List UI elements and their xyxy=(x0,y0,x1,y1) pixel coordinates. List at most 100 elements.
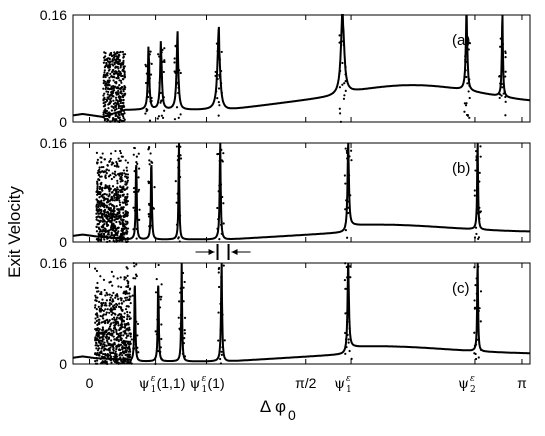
data-point xyxy=(148,77,151,80)
data-point xyxy=(217,87,221,90)
data-point xyxy=(220,302,224,305)
data-point xyxy=(123,215,127,218)
y-tick-label: 0.16 xyxy=(40,255,67,271)
data-point xyxy=(160,73,163,76)
data-point xyxy=(111,91,115,95)
data-point xyxy=(121,354,124,357)
data-point xyxy=(109,152,113,155)
data-point xyxy=(117,236,120,240)
data-point xyxy=(99,307,103,310)
data-point xyxy=(96,171,99,175)
data-point xyxy=(477,309,480,313)
data-point xyxy=(108,229,111,232)
data-point xyxy=(113,193,116,196)
data-point xyxy=(114,53,117,56)
data-point xyxy=(119,66,122,69)
data-point xyxy=(97,192,100,196)
data-point xyxy=(108,203,111,206)
data-point xyxy=(120,299,123,302)
data-point xyxy=(175,201,178,204)
data-point xyxy=(179,287,182,290)
data-point xyxy=(113,55,116,58)
data-point xyxy=(500,64,504,67)
data-point xyxy=(96,281,99,285)
data-point xyxy=(338,107,341,110)
data-point xyxy=(137,188,141,191)
data-point xyxy=(106,83,110,86)
data-point xyxy=(108,311,111,314)
series-curve xyxy=(72,14,530,118)
data-point xyxy=(136,346,139,349)
data-point xyxy=(147,213,150,216)
data-point xyxy=(95,205,98,208)
data-point xyxy=(109,351,113,354)
data-point xyxy=(183,329,186,332)
data-point xyxy=(96,344,99,347)
data-point xyxy=(178,169,181,172)
data-point xyxy=(99,344,102,347)
data-point xyxy=(121,120,125,123)
data-point xyxy=(127,350,130,353)
data-point xyxy=(116,227,119,230)
data-point xyxy=(150,96,153,100)
data-point xyxy=(121,346,124,349)
data-point xyxy=(116,186,119,189)
data-point xyxy=(106,96,109,99)
data-point xyxy=(119,338,122,341)
x-axis-label: Δ φ 0 xyxy=(260,397,296,423)
data-point xyxy=(114,227,117,230)
data-point xyxy=(346,157,349,160)
data-point xyxy=(214,74,217,77)
data-point xyxy=(113,338,116,341)
data-point xyxy=(479,145,482,148)
data-point xyxy=(119,185,122,189)
data-point xyxy=(95,319,98,323)
data-point xyxy=(103,210,106,213)
data-point xyxy=(122,316,126,319)
data-point xyxy=(123,86,126,89)
data-point xyxy=(111,172,114,175)
data-point xyxy=(465,102,468,105)
data-point xyxy=(135,227,138,231)
data-point xyxy=(119,214,122,217)
data-point xyxy=(123,340,126,343)
data-point xyxy=(117,285,120,288)
data-point xyxy=(112,90,115,93)
data-point xyxy=(499,45,502,48)
x-tick-symbol: ψ xyxy=(334,376,345,392)
data-point xyxy=(344,331,347,335)
data-point xyxy=(102,219,106,222)
data-point xyxy=(105,304,108,307)
data-point xyxy=(101,186,104,190)
data-point xyxy=(147,148,150,151)
data-point xyxy=(119,222,122,226)
data-point xyxy=(133,330,136,333)
data-point xyxy=(119,286,123,289)
data-point xyxy=(105,99,109,102)
data-point xyxy=(110,237,113,240)
data-point xyxy=(221,195,224,199)
data-point xyxy=(154,291,158,294)
data-point xyxy=(126,173,130,176)
data-point xyxy=(477,265,480,268)
data-point xyxy=(182,342,185,345)
data-point xyxy=(119,353,122,356)
data-point xyxy=(115,238,118,242)
data-point xyxy=(126,313,129,316)
data-point xyxy=(109,72,112,75)
data-point xyxy=(104,227,107,230)
data-point xyxy=(173,70,176,73)
data-point xyxy=(126,292,129,295)
data-point xyxy=(342,43,345,47)
data-point xyxy=(341,83,344,86)
data-point xyxy=(105,90,108,93)
data-point xyxy=(217,101,220,104)
data-point xyxy=(116,173,120,176)
data-point xyxy=(102,301,105,305)
data-point xyxy=(97,290,100,293)
data-point xyxy=(160,75,164,79)
data-point xyxy=(133,265,136,268)
data-point xyxy=(123,84,126,88)
data-point xyxy=(98,238,102,241)
data-point xyxy=(102,202,105,205)
